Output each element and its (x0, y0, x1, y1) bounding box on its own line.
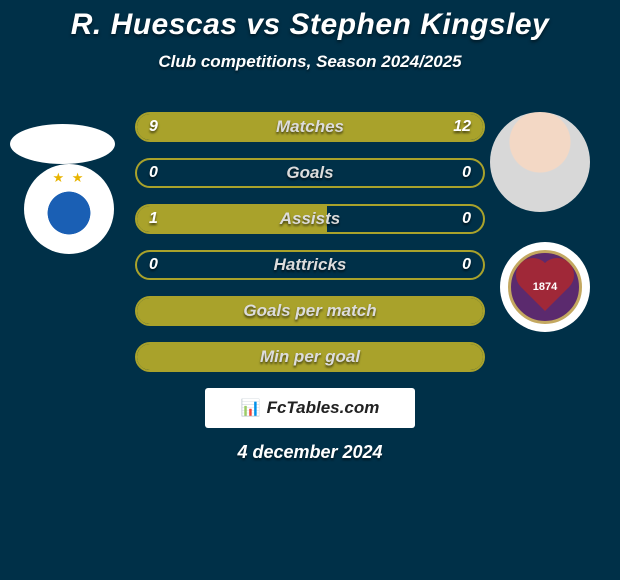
stat-row: 9 12Matches (135, 112, 485, 142)
stat-row: Goals per match (135, 296, 485, 326)
club-founded-year: 1874 (533, 281, 557, 293)
stat-label: Assists (137, 206, 483, 232)
hearts-crest-icon: 1874 (508, 250, 582, 324)
stat-value-right: 0 (462, 160, 471, 186)
club-badge-left: ★ ★ (24, 164, 114, 254)
stat-value-right: 0 (462, 252, 471, 278)
page-title: R. Huescas vs Stephen Kingsley (0, 8, 620, 42)
stat-row: 1 0Assists (135, 204, 485, 234)
stat-row: Min per goal (135, 342, 485, 372)
stat-label: Hattricks (137, 252, 483, 278)
stat-bars: 912Matches00Goals10Assists00HattricksGoa… (135, 112, 485, 372)
date: 4 december 2024 (0, 442, 620, 463)
stats-area: ★ ★ 1874 912Matches00Goals10Assists00Hat… (0, 112, 620, 372)
stat-label: Min per goal (137, 344, 483, 370)
stars-icon: ★ ★ (53, 170, 86, 186)
player-right-photo (490, 112, 590, 212)
stat-value-left: 0 (149, 160, 158, 186)
stat-row: 0 0Hattricks (135, 250, 485, 280)
stat-value-left: 9 (149, 114, 158, 140)
stat-label: Goals (137, 160, 483, 186)
lion-icon (44, 188, 94, 238)
chart-icon: 📊 (241, 398, 261, 418)
stat-value-right: 0 (462, 206, 471, 232)
subtitle: Club competitions, Season 2024/2025 (0, 52, 620, 72)
stat-value-right: 12 (453, 114, 471, 140)
stat-label: Goals per match (137, 298, 483, 324)
comparison-card: R. Huescas vs Stephen Kingsley Club comp… (0, 0, 620, 463)
watermark-text: FcTables.com (267, 398, 380, 418)
player-left-photo (10, 124, 115, 164)
stat-label: Matches (137, 114, 483, 140)
watermark: 📊 FcTables.com (205, 388, 415, 428)
stat-row: 0 0Goals (135, 158, 485, 188)
fck-crest-icon: ★ ★ (34, 174, 104, 244)
stat-value-left: 0 (149, 252, 158, 278)
club-badge-right: 1874 (500, 242, 590, 332)
stat-value-left: 1 (149, 206, 158, 232)
